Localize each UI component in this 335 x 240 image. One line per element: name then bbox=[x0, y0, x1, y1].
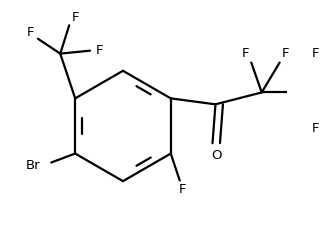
Text: F: F bbox=[242, 47, 249, 60]
Text: F: F bbox=[95, 44, 103, 57]
Text: Br: Br bbox=[26, 159, 41, 172]
Text: F: F bbox=[71, 11, 79, 24]
Text: F: F bbox=[312, 47, 319, 60]
Text: F: F bbox=[27, 26, 34, 39]
Text: F: F bbox=[282, 47, 289, 60]
Text: F: F bbox=[179, 183, 186, 196]
Text: O: O bbox=[211, 149, 221, 162]
Text: F: F bbox=[312, 122, 319, 135]
